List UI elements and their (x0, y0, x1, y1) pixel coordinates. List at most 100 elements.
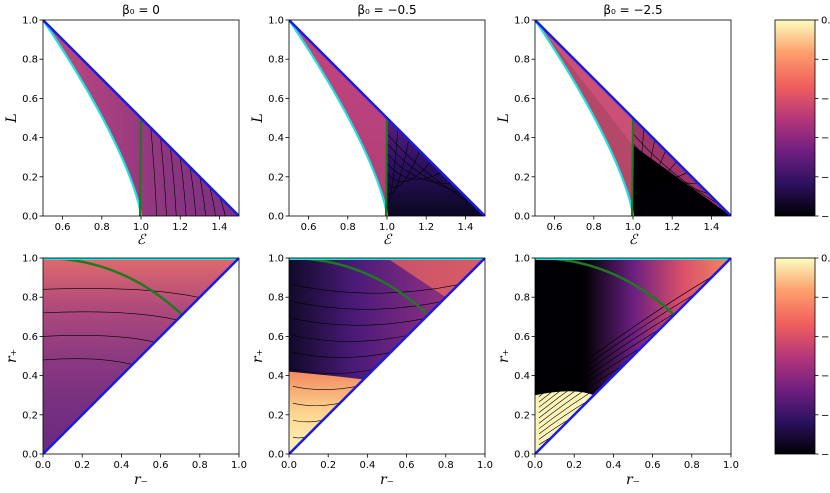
colorbar-tick-label: −1.5 (821, 371, 830, 382)
density-region-left (289, 20, 387, 216)
contour-line (386, 139, 410, 195)
y-tick-label: 0.0 (514, 212, 530, 223)
x-tick-label: 1.2 (418, 222, 434, 233)
contour-lines (632, 128, 721, 206)
y-tick-label: 0.8 (22, 293, 38, 304)
y-tick-label: 0.0 (268, 212, 284, 223)
contour-line (538, 364, 625, 424)
cyan-curve (535, 20, 635, 216)
cyan-curve (289, 20, 389, 216)
x-tick-label: 1.0 (477, 460, 493, 471)
y-tick-label: 0.0 (514, 450, 530, 461)
subplot-6: 0.0 0.2 0.4 0.6 0.8 1.0 0.0 0.2 0.4 0.6 0.8 1.0 r₋ r₊ (496, 254, 739, 489)
boundary-line (535, 258, 731, 454)
y-tick-label: 0.2 (22, 172, 38, 183)
y-tick-label: 0.0 (22, 212, 38, 223)
x-tick-label: 0.4 (359, 460, 375, 471)
contour-line (632, 153, 699, 184)
y-tick-label: 0.2 (268, 172, 284, 183)
y-tick-label: 0.6 (268, 94, 284, 105)
colorbar-2: 0.0 −0.5 −1.0 −1.5 −2.0 −2.5 (774, 254, 830, 461)
contour-line (632, 161, 677, 182)
contour-lines (150, 127, 226, 216)
x-tick-label: 1.0 (379, 222, 395, 233)
contour-line (292, 419, 323, 423)
x-tick-label: 0.8 (94, 222, 110, 233)
y-tick-label: 0.2 (514, 172, 530, 183)
density-peak (289, 371, 364, 454)
x-tick-label: 1.4 (211, 222, 227, 233)
y-tick-label: 0.8 (22, 55, 38, 66)
x-tick-label: 0.2 (566, 460, 582, 471)
subplot-4: 0.0 0.2 0.4 0.6 0.8 1.0 0.0 0.2 0.4 0.6 0.8 1.0 r₋ r₊ (4, 254, 247, 489)
x-tick-label: 0.6 (399, 460, 415, 471)
x-tick-label: 0.6 (301, 222, 317, 233)
y-tick-label: 1.0 (22, 254, 38, 265)
contour-line (43, 334, 155, 343)
colorbar-tick-label: −0.5 (821, 55, 830, 66)
x-tick-label: 1.4 (703, 222, 719, 233)
x-tick-label: 0.6 (547, 222, 563, 233)
x-axis-label: r₋ (626, 472, 640, 488)
y-tick-label: 0.4 (22, 133, 38, 144)
y-tick-label: 0.4 (268, 371, 284, 382)
contour-line (386, 153, 453, 184)
x-tick-label: 1.0 (723, 460, 739, 471)
subplot-5: 0.0 0.2 0.4 0.6 0.8 1.0 0.0 0.2 0.4 0.6 0.8 1.0 r₋ r₊ (250, 254, 493, 489)
y-tick-label: 0.8 (514, 55, 530, 66)
x-tick-label: 1.0 (625, 222, 641, 233)
colorbar-tick-label: −2.5 (821, 212, 830, 223)
x-tick-label: 0.8 (340, 222, 356, 233)
x-tick-label: 0.8 (192, 460, 208, 471)
contour-line (386, 150, 420, 188)
contour-line (632, 150, 666, 188)
contour-line (292, 335, 408, 342)
y-tick-label: 0.4 (514, 371, 530, 382)
contour-line (538, 293, 696, 403)
contour-line (538, 329, 660, 413)
contour-line (292, 385, 357, 390)
contour-line (209, 186, 216, 216)
y-tick-label: 0.8 (268, 293, 284, 304)
y-tick-label: 0.8 (268, 55, 284, 66)
x-tick-label: 1.2 (172, 222, 188, 233)
contour-line (150, 127, 157, 216)
axes-frame (42, 257, 240, 455)
y-tick-label: 1.0 (22, 16, 38, 27)
contour-lines (292, 284, 459, 439)
colorbar-tick-label: −1.0 (821, 94, 830, 105)
x-tick-label: 0.4 (605, 460, 621, 471)
density-edge (387, 258, 485, 298)
boundary-line (535, 20, 731, 216)
y-tick-label: 0.6 (22, 94, 38, 105)
colorbar-tick-label: −1.5 (821, 133, 830, 144)
contour-line (170, 147, 177, 216)
contour-line (189, 166, 197, 216)
y-tick-label: 1.0 (514, 254, 530, 265)
contour-line (386, 133, 475, 206)
density-region-left (535, 20, 633, 216)
colorbar-tick-label: 0.0 (821, 16, 830, 27)
green-curve (138, 117, 143, 216)
colorbar-tick-label: −0.5 (821, 293, 830, 304)
x-tick-label: 0.6 (645, 460, 661, 471)
contour-line (43, 311, 178, 321)
y-tick-label: 0.6 (514, 94, 530, 105)
x-tick-label: 0.2 (74, 460, 90, 471)
green-curve (384, 117, 389, 216)
x-tick-label: 1.0 (133, 222, 149, 233)
colorbar-tick-label: −2.0 (821, 172, 830, 183)
y-axis-label: L (4, 113, 20, 123)
boundary-line (43, 20, 239, 216)
x-tick-label: 0.8 (438, 460, 454, 471)
contour-line (538, 382, 607, 429)
contour-line (179, 157, 187, 216)
x-tick-label: 1.2 (664, 222, 680, 233)
x-axis-label: ℰ (383, 232, 393, 248)
plot-title: β₀ = −2.5 (603, 3, 662, 17)
y-axis-label: L (496, 113, 512, 123)
x-tick-label: 0.8 (586, 222, 602, 233)
plot-title: β₀ = −0.5 (357, 3, 416, 17)
y-tick-label: 0.0 (268, 450, 284, 461)
